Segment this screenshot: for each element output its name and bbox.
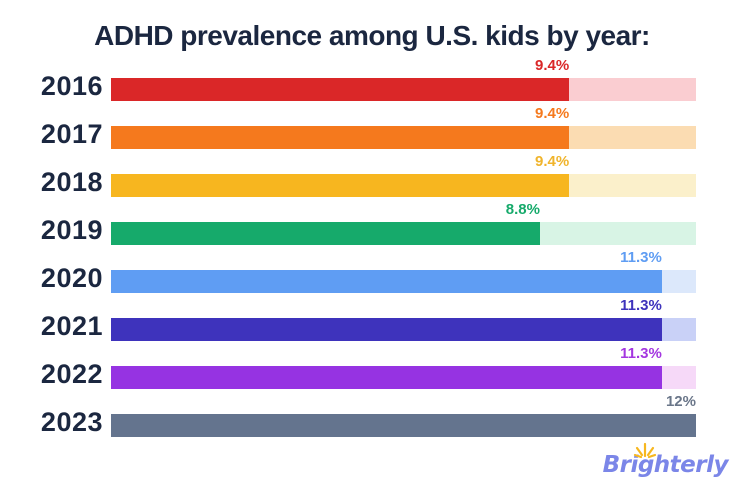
bar-area: 8.8%	[111, 202, 696, 245]
bar-fill: 11.3%	[111, 298, 662, 341]
chart-row: 2023 12%	[0, 390, 744, 438]
bar-area: 11.3%	[111, 298, 696, 341]
bar-area: 9.4%	[111, 106, 696, 149]
bar-area: 9.4%	[111, 154, 696, 197]
year-label: 2016	[40, 71, 103, 101]
chart-row: 2019 8.8%	[0, 198, 744, 246]
year-label: 2020	[40, 263, 103, 293]
year-label: 2023	[40, 407, 103, 437]
chart-row: 2020 11.3%	[0, 246, 744, 294]
value-label: 11.3%	[620, 249, 662, 266]
chart-title: ADHD prevalence among U.S. kids by year:	[94, 20, 650, 51]
chart-row: 2021 11.3%	[0, 294, 744, 342]
bar-track: 12%	[111, 394, 696, 437]
bar-fill: 8.8%	[111, 202, 540, 245]
chart-row: 2018 9.4%	[0, 150, 744, 198]
bar-fill: 11.3%	[111, 250, 662, 293]
year-label: 2022	[40, 359, 103, 389]
bar-fill: 12%	[111, 394, 696, 437]
value-label: 9.4%	[535, 105, 570, 122]
bar-chart: 2016 9.4% 2017 9.4% 2018 9.4%	[0, 54, 744, 438]
bar-area: 12%	[111, 394, 696, 437]
bar-fill: 9.4%	[111, 154, 570, 197]
bar-track: 8.8%	[111, 202, 696, 245]
chart-row: 2022 11.3%	[0, 342, 744, 390]
brand-logo-text: Brighterly	[602, 452, 729, 478]
bar-track: 9.4%	[111, 58, 696, 101]
value-label: 12%	[665, 393, 696, 410]
brand-logo: Brighterly	[602, 442, 729, 486]
bar-track: 11.3%	[111, 298, 696, 341]
value-label: 8.8%	[505, 201, 540, 218]
chart-row: 2016 9.4%	[0, 54, 744, 102]
year-label: 2017	[40, 119, 103, 149]
bar-track: 9.4%	[111, 154, 696, 197]
value-label: 11.3%	[620, 297, 662, 314]
bar-track: 9.4%	[111, 106, 696, 149]
bar-fill: 9.4%	[111, 106, 570, 149]
year-label: 2018	[40, 167, 103, 197]
year-label: 2021	[40, 311, 103, 341]
chart-row: 2017 9.4%	[0, 102, 744, 150]
bar-fill: 9.4%	[111, 58, 570, 101]
bar-track: 11.3%	[111, 250, 696, 293]
bar-area: 11.3%	[111, 346, 696, 389]
bar-fill: 11.3%	[111, 346, 662, 389]
sun-sparkle-icon	[633, 442, 656, 459]
value-label: 9.4%	[535, 57, 570, 74]
value-label: 9.4%	[535, 153, 570, 170]
bar-area: 11.3%	[111, 250, 696, 293]
year-label: 2019	[40, 215, 103, 245]
bar-track: 11.3%	[111, 346, 696, 389]
bar-area: 9.4%	[111, 58, 696, 101]
value-label: 11.3%	[620, 345, 662, 362]
